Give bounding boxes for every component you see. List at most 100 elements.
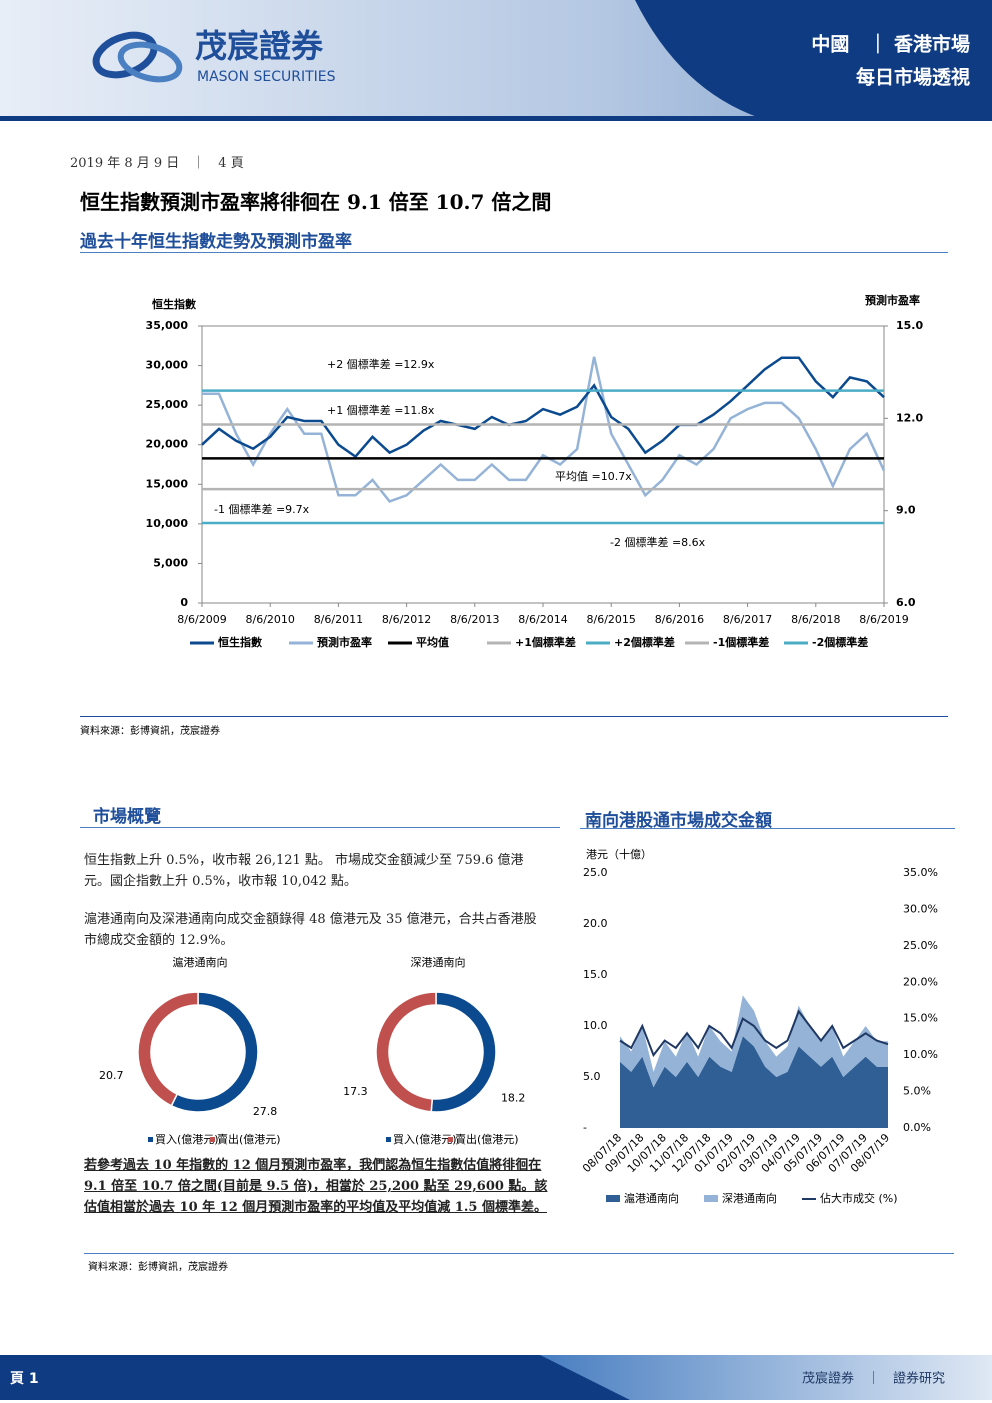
- x-tick-label: 8/6/2010: [245, 613, 294, 626]
- legend-label: 平均值: [416, 635, 449, 649]
- y2-tick-label: 6.0: [896, 596, 916, 609]
- y-tick-label: 20.0: [583, 917, 608, 930]
- reference-label: -2 個標準差 =8.6x: [610, 535, 706, 549]
- section-heading: 南向港股通市場成交金額: [585, 811, 772, 831]
- y-tick-label: 5,000: [153, 556, 188, 569]
- x-tick-label: 8/6/2012: [382, 613, 431, 626]
- date-line: 2019 年 8 月 9 日 ｜ 4 頁: [70, 156, 244, 171]
- donut-chart: 深港通南向 18.2 買入(億港元) 17.3 賣出(億港元): [343, 955, 526, 1146]
- donut-chart: 滬港通南向 27.8 買入(億港元) 20.7 賣出(億港元): [99, 955, 281, 1146]
- x-tick-label: 8/6/2018: [791, 613, 840, 626]
- y-tick-label: 0: [180, 596, 188, 609]
- plot-frame: [201, 325, 885, 604]
- y2-tick-label: 15.0%: [903, 1012, 938, 1025]
- series-line: [202, 356, 886, 503]
- series-area: [620, 995, 888, 1088]
- legend-swatch: [704, 1195, 718, 1202]
- legend-swatch: [386, 1137, 391, 1142]
- y-tick-label: 20,000: [146, 438, 189, 451]
- legend-swatch: [448, 1137, 453, 1142]
- y-tick-label: 25.0: [583, 866, 608, 879]
- pie-slice: [170, 991, 259, 1113]
- value-label: 27.8: [253, 1105, 278, 1118]
- y2-tick-label: 15.0: [896, 319, 923, 332]
- y-tick-label: 35,000: [146, 319, 189, 332]
- legend-label: 賣出(億港元): [455, 1132, 519, 1146]
- x-tick-label: 8/6/2014: [518, 613, 567, 626]
- legend-label: 佔大市成交 (%): [820, 1191, 898, 1205]
- y2-tick-label: 9.0: [896, 504, 916, 517]
- legend-label: +1個標準差: [515, 635, 576, 649]
- y-tick-label: 30,000: [146, 359, 189, 372]
- paragraph: 恒生指數上升 0.5%，收市報 26,121 點。 市場成交金額減少至 759.…: [84, 853, 524, 889]
- y-axis-label: 恒生指數: [152, 297, 196, 311]
- y-tick-label: 10,000: [146, 517, 189, 530]
- main-chart: 恒生指數 預測市盈率05,00010,00015,00020,00025,0003…: [146, 293, 924, 649]
- title: 恒生指數預測市盈率將徘徊在 9.1 倍至 10.7 倍之間: [80, 190, 552, 214]
- value-label: 18.2: [501, 1091, 526, 1104]
- legend-label: -1個標準差: [713, 635, 769, 649]
- y2-tick-label: 20.0%: [903, 975, 938, 988]
- y-tick-label: 25,000: [146, 398, 189, 411]
- pie-title: 滬港通南向: [173, 955, 228, 969]
- product: 每日市場透視: [856, 66, 970, 89]
- rule: [84, 1253, 954, 1254]
- rule: [80, 716, 948, 717]
- x-tick-label: 8/6/2011: [314, 613, 363, 626]
- series-area: [620, 1036, 888, 1128]
- y-tick-label: 5.0: [583, 1070, 601, 1083]
- legend-label: 預測市盈率: [317, 635, 372, 649]
- section-heading: 過去十年恒生指數走勢及預測市盈率: [80, 232, 352, 252]
- y2-tick-label: 0.0%: [903, 1121, 931, 1134]
- x-tick-label: 8/6/2019: [859, 613, 908, 626]
- legend-swatch: [148, 1137, 153, 1142]
- legend-label: 恒生指數: [218, 635, 262, 649]
- x-tick-label: 8/6/2013: [450, 613, 499, 626]
- y2-tick-label: 25.0%: [903, 939, 938, 952]
- header-band: 茂宸證券 MASON SECURITIES 中國 ｜ 香港市場 每日市場透視: [0, 0, 992, 121]
- reference-label: +2 個標準差 =12.9x: [327, 357, 435, 371]
- reference-label: +1 個標準差 =11.8x: [327, 403, 435, 417]
- page-number: 頁 1: [10, 1371, 39, 1387]
- legend-label: -2個標準差: [812, 635, 868, 649]
- paragraph: 滬港通南向及深港通南向成交金額錄得 48 億港元及 35 億港元，合共占香港股市…: [84, 912, 537, 948]
- y-tick-label: -: [583, 1121, 587, 1134]
- y2-tick-label: 12.0: [896, 411, 923, 424]
- pie-slice: [430, 991, 497, 1113]
- pie-slice: [137, 991, 199, 1107]
- region: 中國 ｜ 香港市場: [811, 33, 970, 56]
- conclusion: 若參考過去 10 年指數的 12 個月預測市盈率，我們認為恒生指數估值將徘徊在 …: [84, 1158, 548, 1215]
- legend-label: 買入(億港元): [155, 1133, 219, 1146]
- legend-label: 賣出(億港元): [217, 1132, 281, 1146]
- y-tick-label: 15.0: [583, 968, 608, 981]
- pie-slice: [375, 991, 437, 1113]
- brand: 茂宸證券: [195, 27, 324, 65]
- y2-tick-label: 30.0%: [903, 902, 938, 915]
- value-label: 17.3: [343, 1085, 368, 1098]
- series-line: [201, 356, 885, 459]
- rule: [80, 827, 560, 828]
- x-tick-label: 8/6/2015: [586, 613, 635, 626]
- legend-swatch: [210, 1137, 215, 1142]
- pie-title: 深港通南向: [411, 955, 466, 969]
- flow-chart: 港元（十億） - 5.0 10.0 15.0 20.0 25.0 0.0% 5.0% 10.0% 1…: [580, 847, 938, 1205]
- source: 資料來源：彭博資訊，茂宸證券: [80, 726, 220, 737]
- x-tick-label: 8/6/2009: [177, 613, 226, 626]
- legend-label: +2個標準差: [614, 635, 675, 649]
- rule: [580, 828, 955, 829]
- legend-label: 深港通南向: [722, 1191, 777, 1205]
- series-line: [619, 1009, 889, 1058]
- footer-band: 頁 1 茂宸證券 ｜ 證券研究: [0, 1355, 992, 1400]
- x-tick-label: 8/6/2016: [655, 613, 704, 626]
- reference-label: 平均值 =10.7x: [555, 470, 632, 483]
- legend-swatch: [606, 1195, 620, 1202]
- y-tick-label: 10.0: [583, 1019, 608, 1032]
- source: 資料來源：彭博資訊，茂宸證券: [88, 1262, 228, 1273]
- brand-en: MASON SECURITIES: [197, 69, 336, 85]
- y2-tick-label: 35.0%: [903, 866, 938, 879]
- y-axis-label: 港元（十億）: [586, 847, 652, 861]
- y2-axis-label: 預測市盈率: [865, 293, 920, 307]
- legend-label: 買入(億港元): [393, 1133, 457, 1146]
- reference-label: -1 個標準差 =9.7x: [214, 502, 310, 516]
